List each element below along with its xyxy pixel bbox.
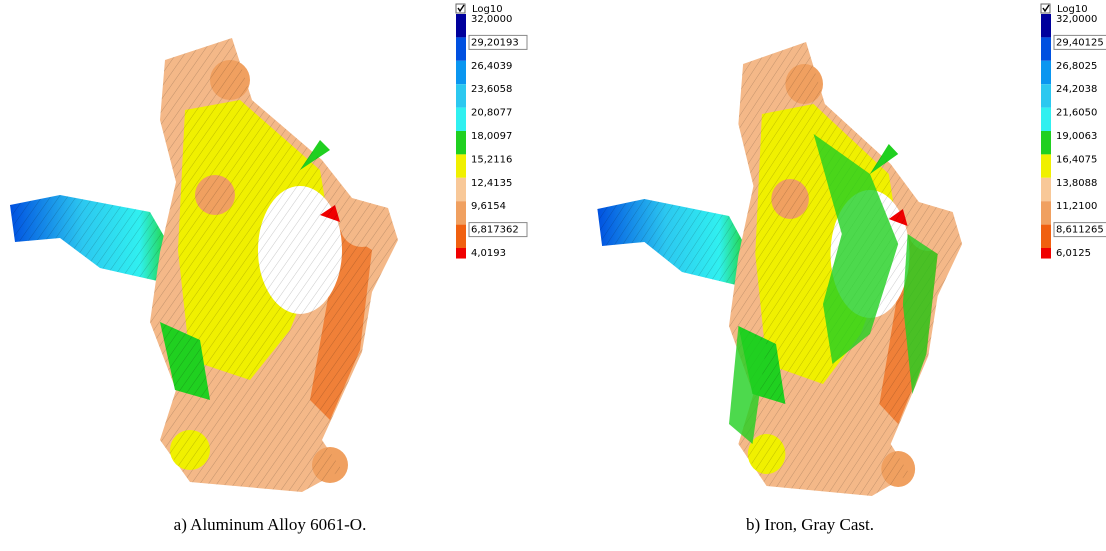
color-swatch [1041, 84, 1051, 107]
color-swatch [456, 201, 466, 224]
color-swatch [1041, 37, 1051, 60]
color-swatch [1041, 248, 1051, 259]
legend-label: 23,6058 [471, 84, 512, 95]
color-swatch [1041, 108, 1051, 131]
color-swatch [456, 131, 466, 154]
legend-label: 6,0125 [1056, 248, 1091, 259]
color-swatch [1041, 14, 1051, 37]
model-render [597, 42, 962, 496]
color-swatch [456, 84, 466, 107]
model-render [10, 38, 398, 492]
color-swatch [456, 108, 466, 131]
color-swatch [1041, 178, 1051, 201]
color-swatch [1041, 131, 1051, 154]
legend: Log1032,000029,2019326,403923,605820,807… [456, 4, 527, 259]
legend-label: 32,0000 [1056, 14, 1097, 25]
color-swatch [1041, 61, 1051, 84]
caption: a) Aluminum Alloy 6061-O. [174, 515, 367, 534]
color-swatch [1041, 154, 1051, 177]
legend-label: 19,0063 [1056, 131, 1097, 142]
color-swatch [456, 37, 466, 60]
figure: Log1032,000029,2019326,403923,605820,807… [0, 0, 1106, 551]
legend-label: 18,0097 [471, 131, 512, 142]
color-swatch [1041, 225, 1051, 248]
legend-label: 15,2116 [471, 154, 512, 165]
color-swatch [1041, 201, 1051, 224]
color-swatch [456, 178, 466, 201]
legend-label: 20,8077 [471, 108, 512, 119]
page: Log1032,000029,2019326,403923,605820,807… [0, 0, 1106, 551]
legend-label: 11,2100 [1056, 201, 1097, 212]
color-swatch [456, 61, 466, 84]
legend-label: 24,2038 [1056, 84, 1097, 95]
legend-label: 32,0000 [471, 14, 512, 25]
legend-label: 13,8088 [1056, 178, 1097, 189]
legend-label: 12,4135 [471, 178, 512, 189]
color-swatch [456, 14, 466, 37]
legend-label: 21,6050 [1056, 108, 1097, 119]
legend: Log1032,000029,4012526,802524,203821,605… [1041, 4, 1106, 259]
legend-label: 29,40125 [1056, 37, 1104, 48]
legend-label: 6,817362 [471, 225, 519, 236]
legend-label: 9,6154 [471, 201, 506, 212]
color-swatch [456, 154, 466, 177]
color-swatch [456, 248, 466, 259]
legend-label: 26,4039 [471, 61, 512, 72]
legend-label: 26,8025 [1056, 61, 1097, 72]
legend-label: 16,4075 [1056, 154, 1097, 165]
caption: b) Iron, Gray Cast. [746, 515, 874, 534]
legend-label: 29,20193 [471, 37, 519, 48]
legend-label: 8,611265 [1056, 225, 1104, 236]
color-swatch [456, 225, 466, 248]
legend-label: 4,0193 [471, 248, 506, 259]
